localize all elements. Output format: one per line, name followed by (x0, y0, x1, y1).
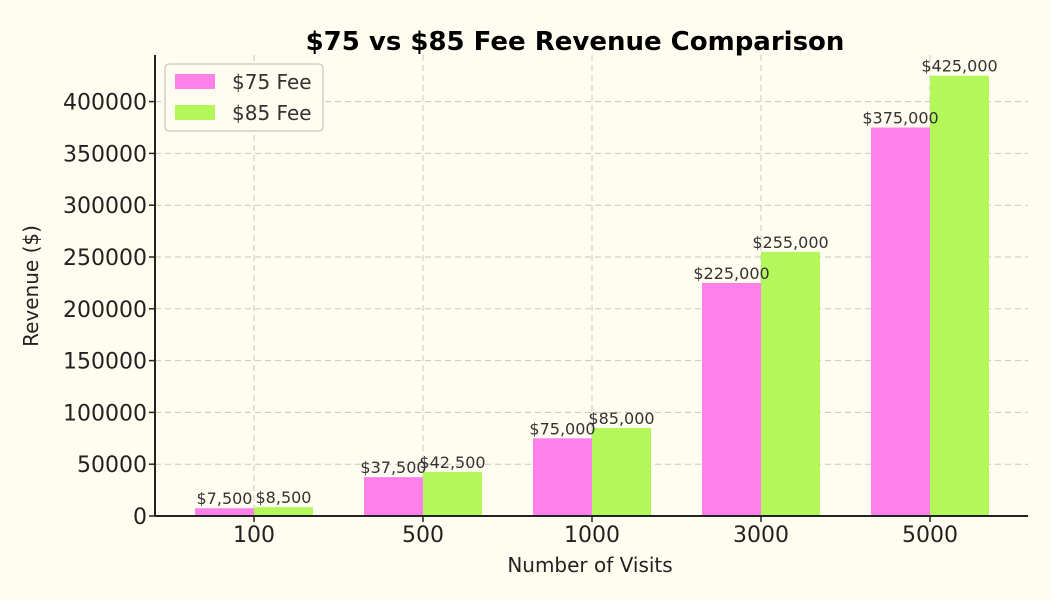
bar-series-1 (364, 477, 423, 516)
bar-value-label: $255,000 (752, 233, 828, 252)
bar-value-label: $85,000 (588, 409, 654, 428)
bar-value-label: $375,000 (862, 109, 938, 128)
legend-label: $75 Fee (232, 70, 312, 94)
bar-value-label: $7,500 (197, 489, 253, 508)
bar-value-label: $8,500 (256, 488, 312, 507)
x-tick-label: 1000 (564, 523, 620, 548)
data-labels: $7,500 $8,500 $37,500$42,500 $75,000$85,000… (197, 57, 998, 509)
bar-series-2 (761, 251, 820, 516)
y-axis-label: Revenue ($) (19, 225, 43, 347)
bars (195, 75, 989, 517)
bar-value-label: $42,500 (419, 453, 485, 472)
tick-labels: 0 50000 100000 150000 200000 250000 300000 3500… (63, 91, 958, 548)
x-tick-label: 500 (402, 523, 444, 548)
y-tick-label: 250000 (63, 246, 147, 271)
bar-value-label: $225,000 (693, 264, 769, 283)
bar-series-2 (592, 427, 651, 516)
legend-swatch (175, 74, 215, 89)
axes (149, 55, 1028, 522)
bar-value-label: $37,500 (360, 458, 426, 477)
bar-series-1 (871, 127, 930, 517)
bar-value-label: $425,000 (921, 57, 997, 76)
y-tick-label: 400000 (63, 91, 147, 116)
bar-series-1 (195, 508, 254, 516)
legend: $75 Fee $85 Fee (164, 63, 324, 132)
bar-series-2 (254, 507, 313, 516)
legend-label: $85 Fee (232, 101, 312, 125)
legend-swatch (175, 105, 215, 120)
y-tick-label: 100000 (63, 401, 147, 426)
x-axis-label: Number of Visits (507, 553, 672, 577)
y-tick-label: 150000 (63, 350, 147, 375)
bar-series-1 (533, 438, 592, 516)
y-tick-label: 350000 (63, 142, 147, 167)
bar-series-2 (930, 75, 989, 516)
chart-title: $75 vs $85 Fee Revenue Comparison (306, 27, 845, 57)
bar-value-label: $75,000 (529, 419, 595, 438)
y-tick-label: 300000 (63, 194, 147, 219)
bar-series-2 (423, 471, 482, 516)
x-tick-label: 3000 (733, 523, 789, 548)
y-tick-label: 0 (133, 505, 147, 530)
x-tick-label: 5000 (902, 523, 958, 548)
bar-series-1 (702, 282, 761, 516)
y-tick-label: 50000 (77, 453, 147, 478)
y-tick-label: 200000 (63, 298, 147, 323)
x-tick-label: 100 (233, 523, 275, 548)
